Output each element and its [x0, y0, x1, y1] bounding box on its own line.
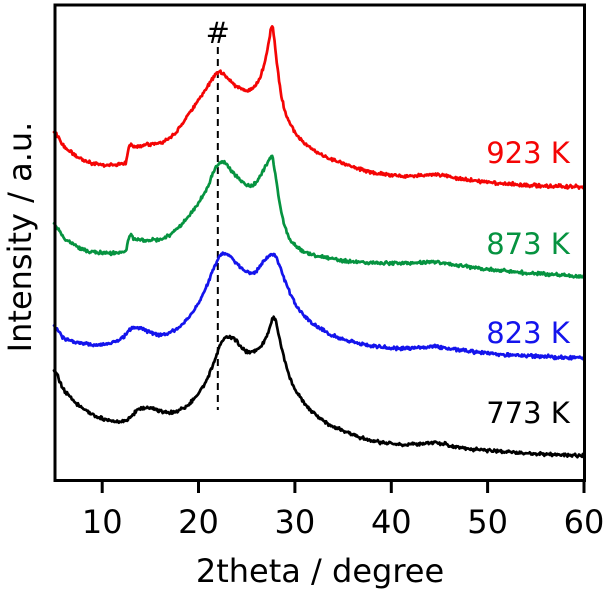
- curve-773-k: [52, 315, 585, 459]
- series-label-923-k: 923 K: [486, 136, 571, 170]
- series-label-group: 923 K 873 K 823 K 773 K: [486, 136, 571, 430]
- curve-823-k: [52, 251, 585, 361]
- x-tick-label-50: 50: [467, 503, 508, 541]
- x-axis-ticks: 10 20 30 40 50 60: [82, 480, 605, 541]
- series-label-823-k: 823 K: [486, 316, 571, 350]
- x-tick-label-40: 40: [371, 503, 412, 541]
- x-tick-label-60: 60: [564, 503, 605, 541]
- hash-annotation: #: [206, 16, 230, 50]
- series-label-773-k: 773 K: [486, 396, 571, 430]
- curve-group: [52, 25, 585, 459]
- x-tick-label-30: 30: [275, 503, 316, 541]
- series-label-873-k: 873 K: [486, 227, 571, 261]
- curve-873-k: [52, 154, 585, 279]
- x-axis-label: 2theta / degree: [196, 552, 444, 590]
- curve-923-k: [52, 25, 585, 190]
- x-tick-label-10: 10: [82, 503, 123, 541]
- y-axis-label: Intensity / a.u.: [1, 122, 39, 353]
- x-tick-label-20: 20: [178, 503, 219, 541]
- plot-border: [53, 3, 586, 482]
